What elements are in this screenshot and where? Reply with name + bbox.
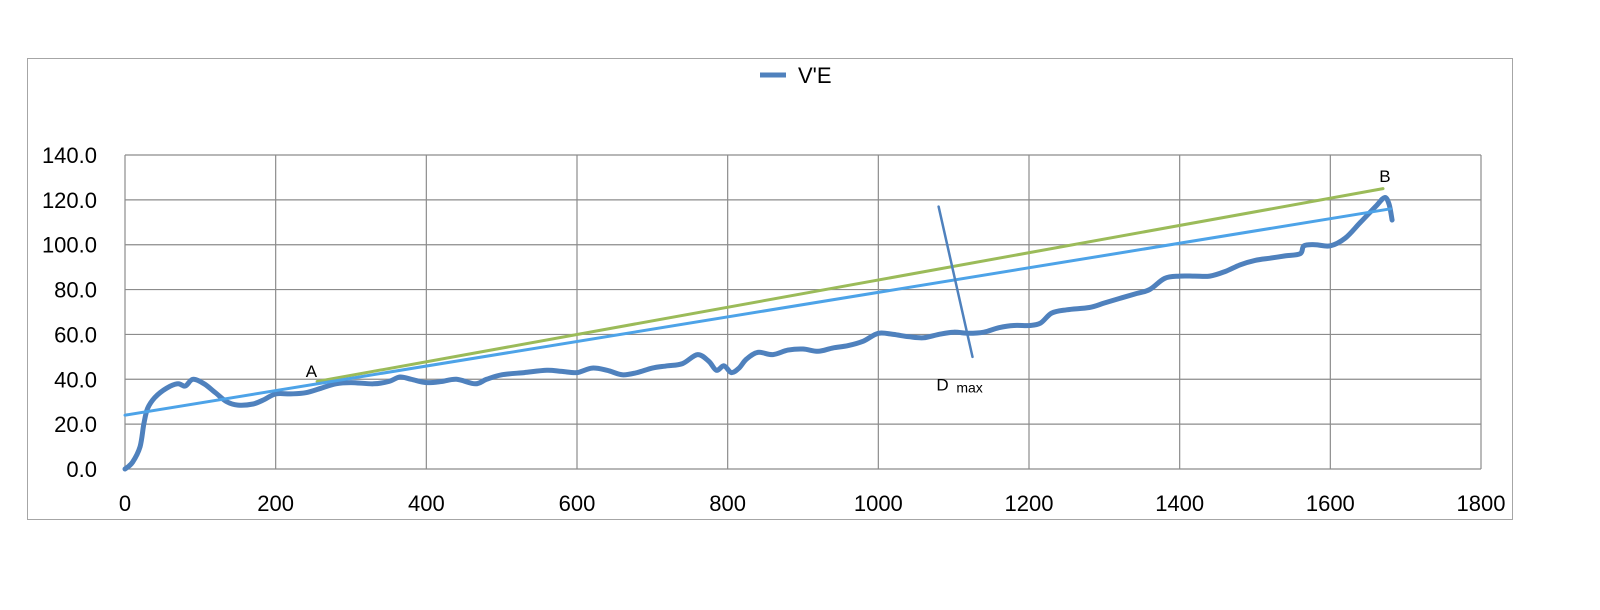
y-tick-label: 0.0 <box>66 457 97 482</box>
x-tick-label: 1400 <box>1155 491 1204 516</box>
y-tick-label: 20.0 <box>54 412 97 437</box>
legend-label-ve: V'E <box>798 63 832 88</box>
legend: V'E <box>760 63 832 88</box>
dmax-marker-line <box>937 205 974 359</box>
label-a: A <box>306 362 318 381</box>
x-tick-label: 1800 <box>1457 491 1506 516</box>
plot-lines <box>122 187 1395 472</box>
y-tick-label: 100.0 <box>42 233 97 258</box>
x-tick-labels: 0 200 400 600 800 1000 1200 1400 1600 1800 <box>119 491 1506 516</box>
x-tick-label: 800 <box>709 491 746 516</box>
x-tick-label: 600 <box>559 491 596 516</box>
trend-line <box>123 207 1393 417</box>
x-tick-label: 1600 <box>1306 491 1355 516</box>
x-tick-label: 1200 <box>1005 491 1054 516</box>
label-dmax: D max <box>936 376 982 396</box>
label-dmax-main: D <box>936 376 948 395</box>
series-line-ve <box>122 195 1395 472</box>
x-tick-label: 200 <box>257 491 294 516</box>
x-tick-label: 400 <box>408 491 445 516</box>
label-dmax-sub: max <box>956 380 982 396</box>
chart-frame <box>27 58 1513 520</box>
label-b: B <box>1379 167 1390 186</box>
gridlines <box>124 154 1482 470</box>
y-tick-labels: 0.0 20.0 40.0 60.0 80.0 100.0 120.0 140.0 <box>42 143 97 482</box>
x-tick-label: 0 <box>119 491 131 516</box>
y-tick-label: 140.0 <box>42 143 97 168</box>
chord-line-a-b <box>315 187 1385 384</box>
y-tick-label: 60.0 <box>54 322 97 347</box>
y-tick-label: 120.0 <box>42 188 97 213</box>
y-tick-label: 40.0 <box>54 367 97 392</box>
annotations: A B D max <box>306 167 1391 396</box>
x-tick-label: 1000 <box>854 491 903 516</box>
y-tick-label: 80.0 <box>54 278 97 303</box>
